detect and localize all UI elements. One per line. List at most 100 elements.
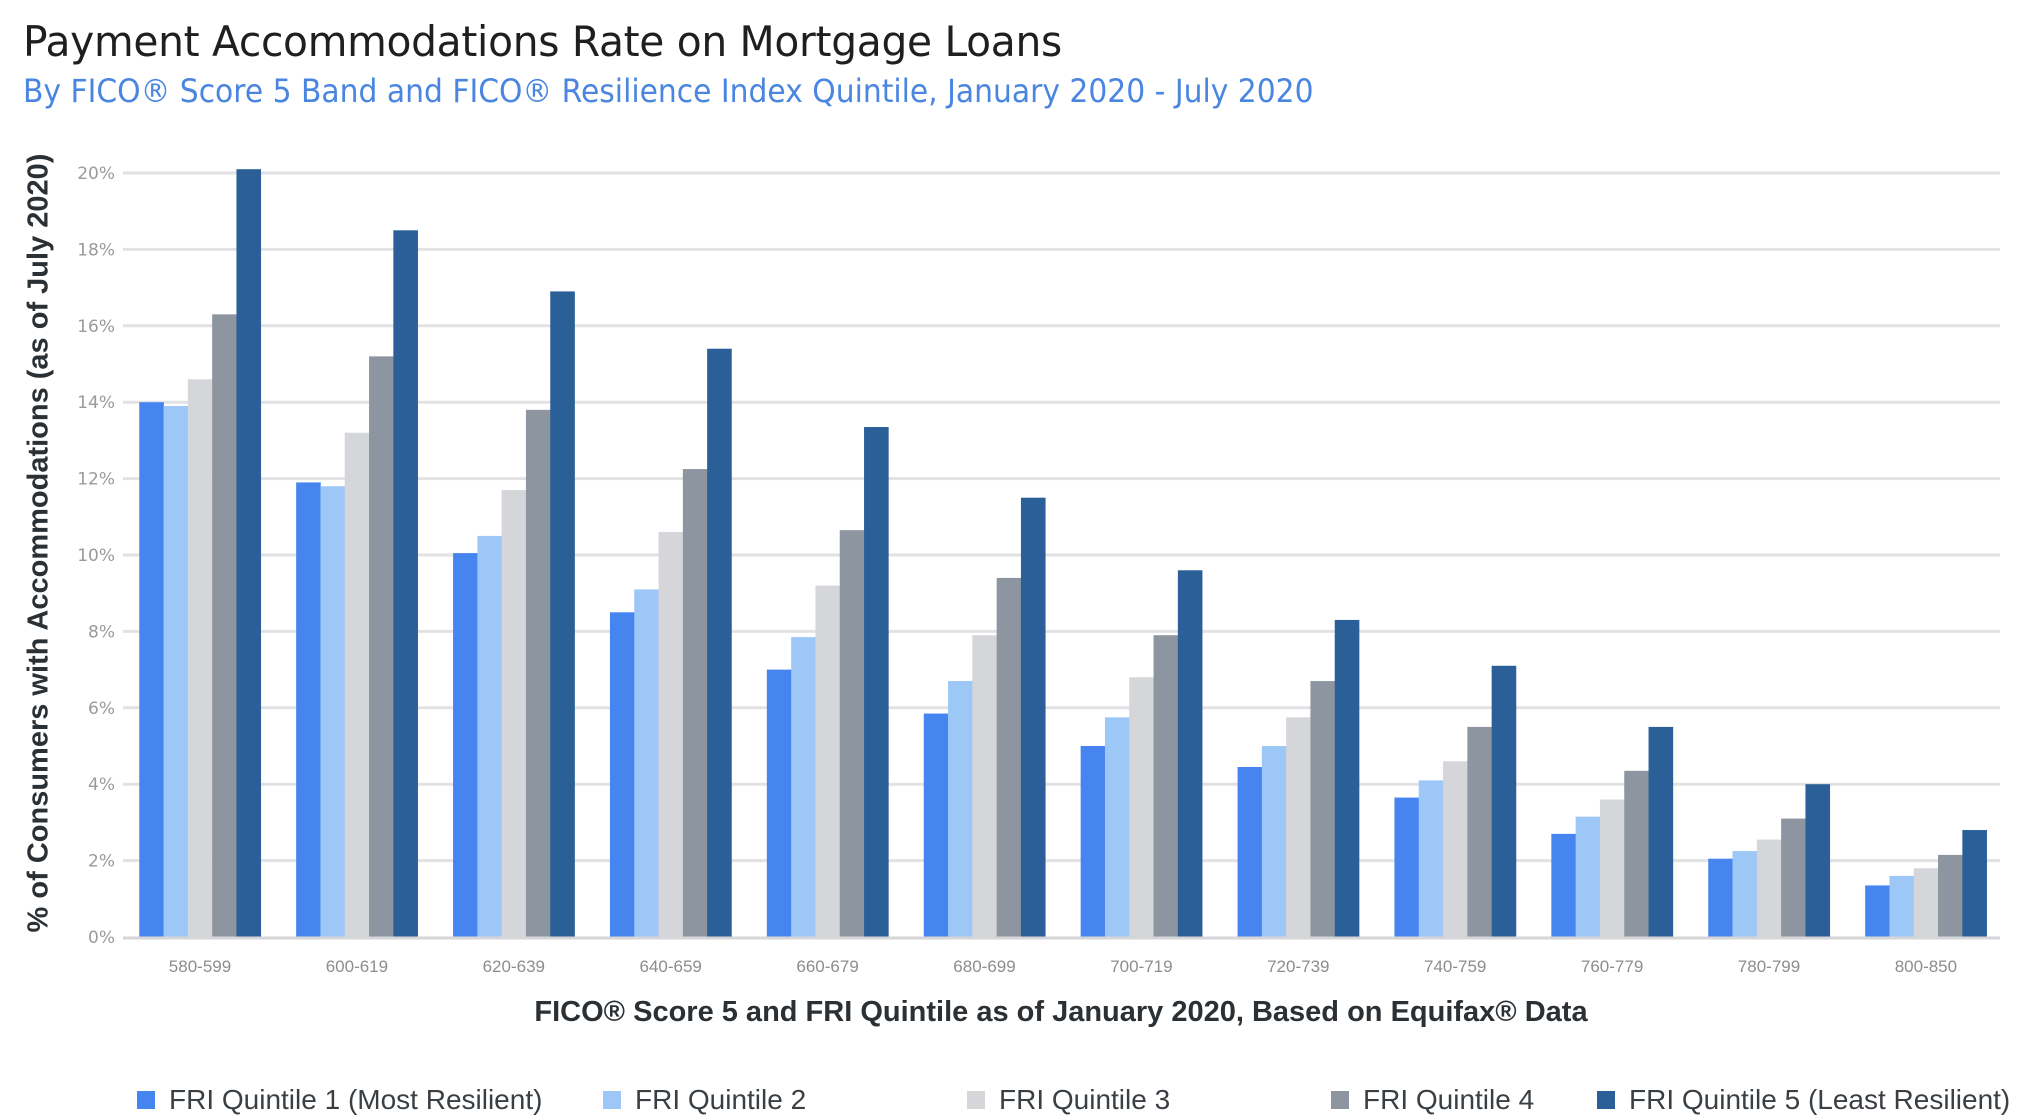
bar[interactable] (1962, 830, 1987, 937)
bar[interactable] (1781, 818, 1806, 937)
bar[interactable] (1394, 797, 1420, 937)
bar[interactable] (1443, 761, 1468, 937)
bar[interactable] (501, 490, 527, 937)
bar[interactable] (1237, 767, 1263, 937)
bar[interactable] (187, 379, 213, 937)
legend-item-q1[interactable]: FRI Quintile 1 (Most Resilient) (137, 1084, 542, 1116)
bar[interactable] (682, 469, 708, 937)
bar[interactable] (1129, 677, 1154, 937)
bar[interactable] (344, 432, 370, 937)
bar[interactable] (1286, 717, 1311, 937)
bar[interactable] (972, 635, 997, 937)
bar[interactable] (320, 486, 346, 937)
bar[interactable] (1805, 784, 1831, 937)
bar[interactable] (163, 406, 189, 937)
legend-label-q3: FRI Quintile 3 (999, 1084, 1171, 1115)
bar[interactable] (1177, 570, 1203, 937)
bar[interactable] (707, 348, 732, 938)
x-tick-label: 620-639 (483, 957, 545, 976)
legend-swatch-q2 (603, 1091, 621, 1109)
bar[interactable] (1913, 868, 1939, 937)
x-tick-label: 720-739 (1267, 957, 1329, 976)
bar[interactable] (1575, 816, 1601, 937)
x-tick-label: 780-799 (1738, 957, 1800, 976)
legend: FRI Quintile 1 (Most Resilient) FRI Quin… (0, 1084, 2030, 1120)
y-tick-label: 16% (77, 317, 115, 337)
bar[interactable] (296, 482, 321, 937)
bar[interactable] (1491, 665, 1517, 937)
bar[interactable] (1310, 681, 1336, 937)
bar[interactable] (477, 535, 502, 937)
bar[interactable] (634, 589, 659, 937)
legend-item-q4[interactable]: FRI Quintile 4 (1331, 1084, 1534, 1116)
bar[interactable] (864, 427, 889, 937)
legend-item-q5[interactable]: FRI Quintile 5 (Least Resilient) (1597, 1084, 2010, 1116)
bar[interactable] (1104, 717, 1130, 937)
x-tick-label: 600-619 (326, 957, 388, 976)
y-tick-label: 2% (88, 852, 115, 872)
bar[interactable] (996, 577, 1022, 937)
x-tick-label: 700-719 (1110, 957, 1172, 976)
bar[interactable] (1624, 770, 1649, 937)
bar[interactable] (1732, 851, 1758, 937)
chart-title: Payment Accommodations Rate on Mortgage … (23, 17, 1062, 66)
bar[interactable] (1599, 799, 1625, 937)
legend-label-q1: FRI Quintile 1 (Most Resilient) (169, 1084, 543, 1115)
bar[interactable] (1938, 854, 1963, 937)
x-axis-ticks: 580-599 600-619 620-639 640-659 660-679 680-6… (169, 957, 1957, 976)
x-tick-label: 640-659 (640, 957, 702, 976)
legend-swatch-q3 (967, 1091, 985, 1109)
bar[interactable] (791, 637, 816, 937)
y-tick-label: 18% (77, 240, 115, 260)
bar[interactable] (139, 402, 164, 937)
legend-swatch-q4 (1331, 1091, 1349, 1109)
bar[interactable] (839, 530, 865, 937)
y-tick-label: 12% (77, 470, 115, 490)
bar[interactable] (1467, 726, 1492, 937)
bar[interactable] (923, 713, 949, 937)
bar[interactable] (609, 612, 635, 937)
legend-label-q5: FRI Quintile 5 (Least Resilient) (1629, 1084, 2011, 1115)
bar[interactable] (948, 681, 973, 937)
bar[interactable] (1153, 635, 1179, 937)
legend-swatch-q1 (137, 1091, 155, 1109)
bar[interactable] (815, 585, 841, 937)
x-tick-label: 680-699 (953, 957, 1015, 976)
bar[interactable] (1756, 839, 1782, 937)
bar[interactable] (766, 669, 792, 937)
x-tick-label: 580-599 (169, 957, 231, 976)
y-tick-label: 20% (77, 164, 115, 184)
x-tick-label: 660-679 (796, 957, 858, 976)
bar[interactable] (1889, 875, 1915, 937)
bar[interactable] (658, 532, 684, 937)
y-axis-title: % of Consumers with Accommodations (as o… (22, 153, 55, 933)
bar[interactable] (1551, 833, 1576, 937)
y-tick-label: 14% (77, 393, 115, 413)
bar[interactable] (1708, 858, 1733, 937)
bar[interactable] (1865, 885, 1890, 937)
bar[interactable] (369, 356, 394, 937)
bar[interactable] (1080, 746, 1106, 937)
bar[interactable] (393, 230, 418, 938)
legend-item-q3[interactable]: FRI Quintile 3 (967, 1084, 1170, 1116)
bar[interactable] (525, 409, 551, 938)
x-tick-label: 760-779 (1581, 957, 1643, 976)
bar[interactable] (1418, 780, 1444, 937)
bar[interactable] (453, 553, 478, 937)
bar[interactable] (1334, 619, 1360, 937)
bars (139, 169, 1987, 938)
bar[interactable] (212, 314, 237, 938)
y-tick-label: 10% (77, 546, 115, 566)
bar[interactable] (236, 169, 262, 937)
legend-item-q2[interactable]: FRI Quintile 2 (603, 1084, 806, 1116)
y-tick-label: 4% (88, 775, 115, 795)
bar[interactable] (550, 291, 575, 937)
x-axis-title: FICO® Score 5 and FRI Quintile as of Jan… (534, 996, 1588, 1028)
bar[interactable] (1648, 726, 1674, 937)
y-axis-ticks: 0% 2% 4% 6% 8% 10% 12% 14% 16% 18% 20% (77, 164, 115, 948)
gridlines (123, 171, 2000, 863)
bar[interactable] (1261, 746, 1287, 937)
bar[interactable] (1020, 497, 1046, 937)
y-tick-label: 8% (88, 622, 115, 642)
